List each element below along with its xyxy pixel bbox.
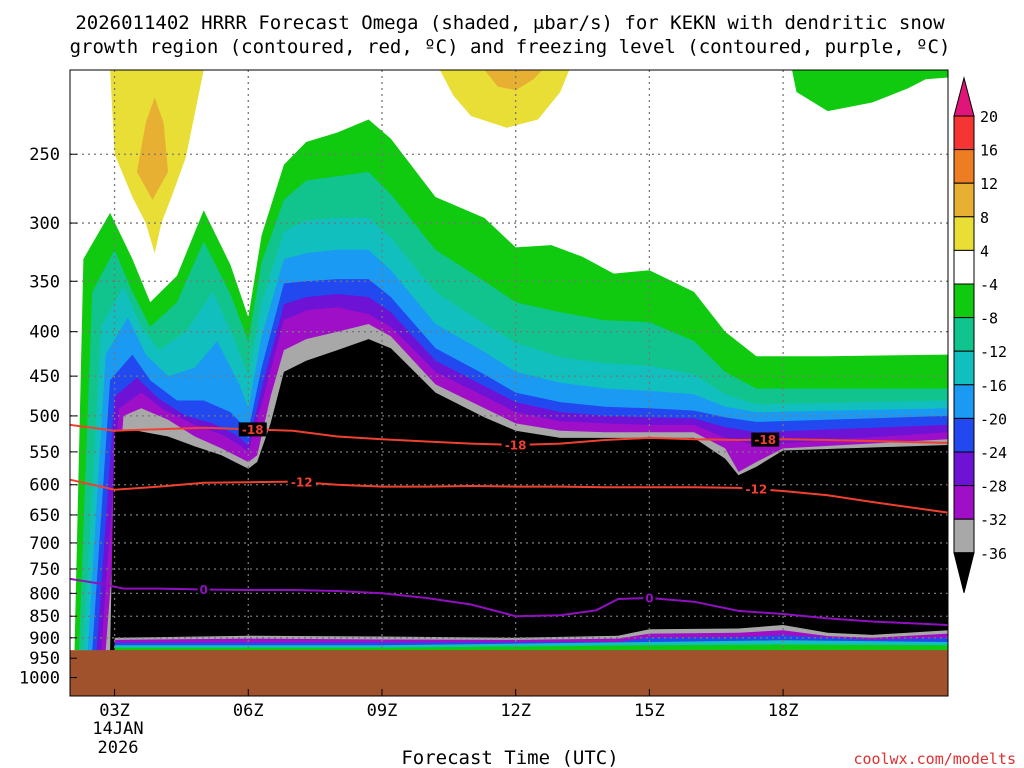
y-axis-ticks: 2503003504004505005506006507007508008509…	[19, 145, 77, 689]
colorbar-label: -8	[980, 310, 998, 328]
y-tick-label: 250	[29, 145, 60, 165]
y-tick-label: 850	[29, 607, 60, 627]
y-tick-label: 300	[29, 214, 60, 234]
colorbar-segment-m36_m32	[953, 518, 975, 554]
colorbar-segment-m28_m24	[953, 451, 975, 487]
colorbar-label: 8	[980, 209, 989, 227]
y-tick-label: 500	[29, 407, 60, 427]
contour-label: -12	[746, 483, 768, 497]
contour-label: -18	[754, 433, 776, 447]
x-tick-label: 18Z	[768, 701, 799, 721]
contour-line	[69, 577, 949, 626]
y-tick-label: 750	[29, 560, 60, 580]
contour-label: -18	[505, 438, 527, 452]
colorbar-segment-m8_m4	[953, 283, 975, 319]
contour-line	[69, 478, 949, 514]
plot-area	[70, 70, 949, 696]
contour-line	[69, 423, 949, 447]
y-tick-label: 650	[29, 506, 60, 526]
contour-label: -18	[242, 423, 264, 437]
date-label-day: 14JAN	[92, 719, 143, 739]
colorbar-segment-m24_m20	[953, 417, 975, 453]
y-tick-label: 800	[29, 584, 60, 604]
contour-label: 0	[645, 592, 653, 606]
omega-region-below_m36	[110, 339, 949, 651]
colorbar-label: -12	[980, 343, 1007, 361]
plot-frame	[69, 69, 949, 697]
omega-blob-8_12	[136, 97, 169, 200]
contour-label-bg	[287, 475, 316, 490]
colorbar-label: -24	[980, 444, 1007, 462]
colorbar: 20 16 12 8 4 -4 -8 -12 -16 -20 -24 -28 -32 -36	[953, 76, 1007, 593]
y-tick-label: 450	[29, 367, 60, 387]
colorbar-label: -32	[980, 511, 1007, 529]
colorbar-label: -20	[980, 410, 1007, 428]
colorbar-segment-m20_m16	[953, 384, 975, 419]
x-tick-label: 03Z	[99, 701, 130, 721]
chart-title: 2026011402 HRRR Forecast Omega (shaded, …	[75, 12, 945, 34]
colorbar-segment-m4_4	[953, 249, 975, 285]
omega-blob-4_8	[439, 70, 570, 128]
colorbar-segment-4_8	[953, 216, 975, 251]
x-axis-label: Forecast Time (UTC)	[401, 747, 618, 768]
colorbar-label: -28	[980, 478, 1007, 496]
omega-blob-m8_m4	[792, 70, 948, 112]
colorbar-segment-m16_m12	[953, 350, 975, 386]
contour-label-bg	[501, 437, 530, 452]
omega-blob-8_12	[484, 70, 543, 91]
contour-label: 0	[200, 583, 208, 597]
contour-label-bg	[742, 482, 771, 497]
y-tick-label: 900	[29, 629, 60, 649]
date-label-year: 2026	[98, 738, 139, 758]
colorbar-label: 12	[980, 175, 998, 193]
colorbar-segment-16_20	[953, 115, 975, 151]
colorbar-segment-12_16	[953, 149, 975, 184]
contour-label-bg	[197, 582, 210, 597]
colorbar-label: -4	[980, 276, 998, 294]
colorbar-segment-8_12	[953, 182, 975, 218]
x-tick-label: 12Z	[500, 701, 531, 721]
x-tick-label: 06Z	[233, 701, 264, 721]
contour-label-bg	[751, 432, 780, 447]
colorbar-segment-m32_m28	[953, 485, 975, 520]
colorbar-arrow-bottom	[953, 552, 975, 593]
contour-label-bg	[238, 422, 267, 437]
x-axis-ticks: 03Z 06Z 09Z 12Z 15Z 18Z	[99, 689, 798, 721]
y-tick-label: 950	[29, 649, 60, 669]
y-tick-label: 700	[29, 534, 60, 554]
y-tick-label: 400	[29, 323, 60, 343]
colorbar-label: 16	[980, 142, 998, 160]
y-tick-label: 1000	[19, 669, 60, 689]
low-band-m8_m4	[114, 644, 949, 651]
contour-lines: -18 -18 -18 -12 -12 0 0	[69, 422, 949, 626]
colorbar-label: -36	[980, 545, 1007, 563]
colorbar-arrow-top	[953, 76, 975, 117]
y-tick-label: 350	[29, 272, 60, 292]
ground-surface	[70, 650, 948, 696]
colorbar-segment-m12_m8	[953, 317, 975, 352]
colorbar-label: 4	[980, 242, 989, 260]
contour-label-bg	[643, 591, 656, 606]
y-tick-label: 550	[29, 443, 60, 463]
x-tick-label: 09Z	[367, 701, 398, 721]
x-tick-label: 15Z	[634, 701, 665, 721]
credit-link[interactable]: coolwx.com/modelts	[853, 750, 1016, 768]
y-tick-label: 600	[29, 476, 60, 496]
chart-subtitle: growth region (contoured, red, ºC) and f…	[70, 36, 951, 58]
colorbar-label: -16	[980, 377, 1007, 395]
contour-label: -12	[291, 476, 313, 490]
colorbar-label: 20	[980, 108, 998, 126]
